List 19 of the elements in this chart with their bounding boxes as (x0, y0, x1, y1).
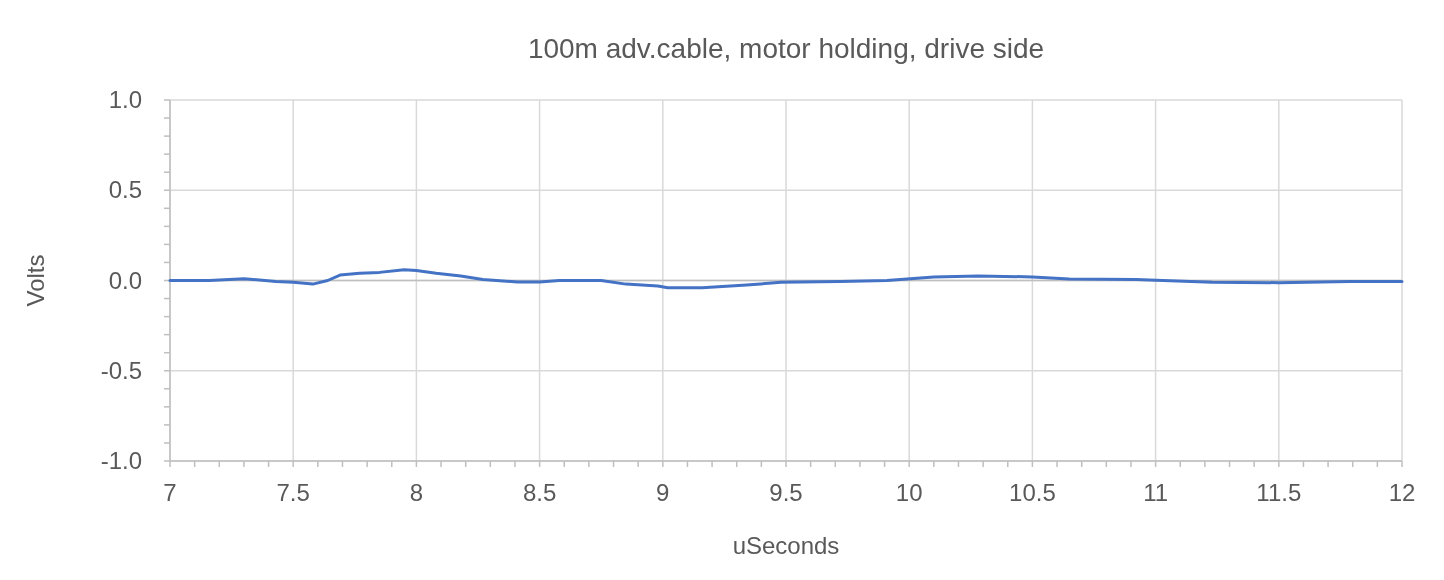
y-tick-label: -0.5 (100, 356, 142, 384)
y-tick-label: -1.0 (100, 447, 142, 474)
x-tick-label: 10 (895, 479, 923, 506)
x-tick-label: 10.5 (1009, 479, 1056, 506)
x-tick-label: 9.5 (769, 479, 803, 506)
x-tick-label: 9 (656, 479, 670, 506)
x-tick-label: 11.5 (1256, 479, 1302, 506)
x-axis-title: uSeconds (732, 532, 840, 559)
y-tick-label: 0.0 (108, 266, 142, 294)
chart-title: 100m adv.cable, motor holding, drive side (527, 33, 1045, 64)
x-tick-label: 8 (409, 479, 424, 506)
x-tick-label: 7 (163, 479, 177, 506)
x-tick-label: 11 (1143, 479, 1169, 506)
x-tick-label: 12 (1388, 479, 1416, 506)
x-tick-label: 7.5 (276, 479, 310, 506)
y-tick-label: 1.0 (108, 86, 142, 113)
x-tick-label: 8.5 (522, 479, 557, 506)
y-axis-title: Volts (22, 254, 49, 307)
y-tick-label: 0.5 (108, 176, 142, 204)
